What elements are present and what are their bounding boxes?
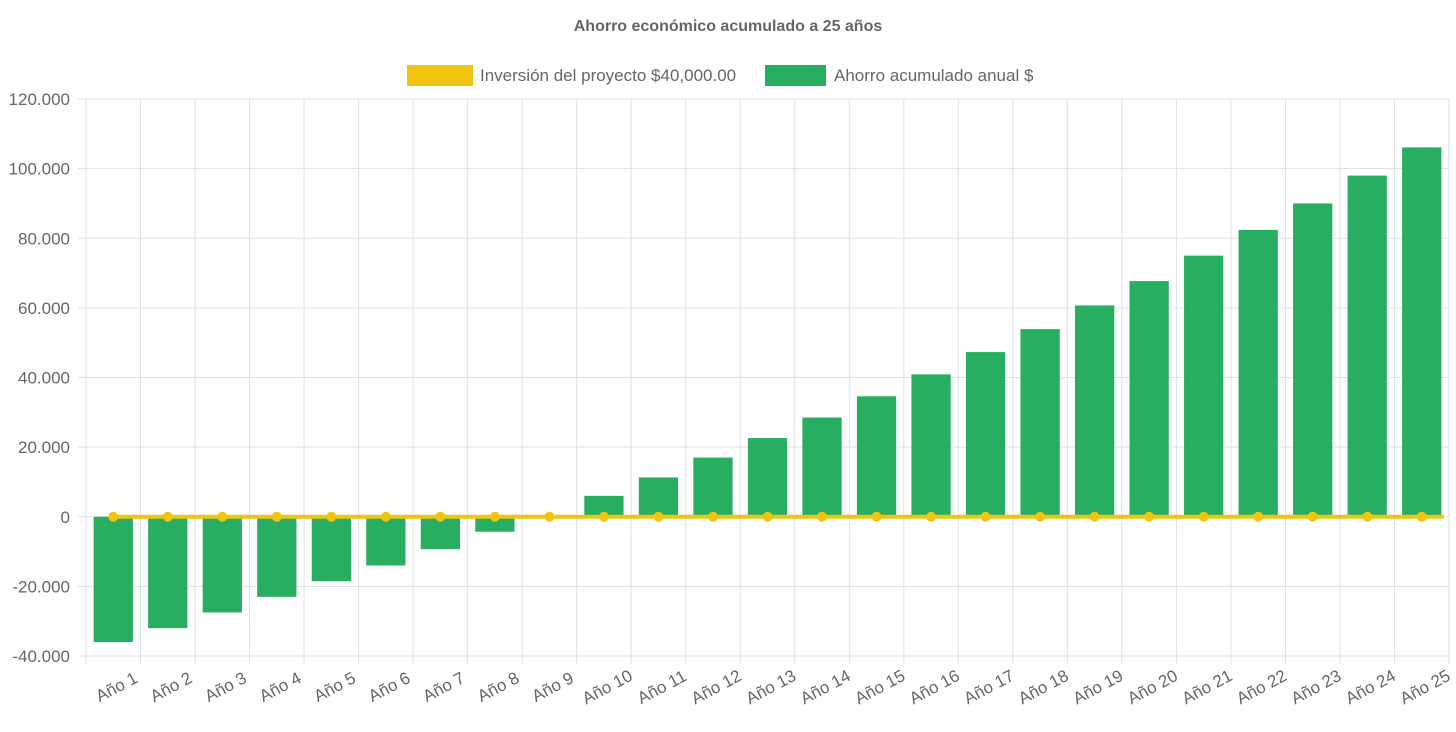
investment-point[interactable] (1416, 511, 1427, 522)
legend-swatch-investment[interactable] (407, 65, 473, 86)
investment-point[interactable] (271, 511, 282, 522)
investment-point[interactable] (435, 511, 446, 522)
bar[interactable] (311, 516, 351, 582)
investment-point[interactable] (544, 511, 555, 522)
y-tick-label: 0 (61, 508, 70, 527)
bar[interactable] (1020, 329, 1060, 517)
y-tick-label: 60.000 (18, 299, 70, 318)
bar[interactable] (802, 417, 842, 517)
bar[interactable] (1238, 229, 1278, 517)
x-tick-label: Año 4 (256, 668, 304, 706)
legend-label-savings[interactable]: Ahorro acumulado anual $ (834, 66, 1034, 85)
bar[interactable] (584, 495, 624, 517)
bar[interactable] (420, 516, 461, 550)
x-tick-label: Año 11 (634, 666, 689, 707)
y-tick-label: 80.000 (18, 229, 70, 248)
investment-point[interactable] (326, 511, 337, 522)
legend-label-investment[interactable]: Inversión del proyecto $40,000.00 (480, 66, 736, 85)
y-tick-label: 100.000 (9, 160, 70, 179)
x-tick-label: Año 1 (93, 668, 141, 706)
investment-point[interactable] (1198, 511, 1209, 522)
x-tick-label: Año 9 (529, 668, 577, 706)
investment-point[interactable] (1144, 511, 1155, 522)
bar[interactable] (1184, 255, 1224, 517)
x-tick-label: Año 2 (147, 668, 195, 706)
x-tick-label: Año 19 (1070, 666, 1127, 708)
investment-point[interactable] (762, 511, 773, 522)
x-tick-label: Año 24 (1342, 666, 1399, 708)
bar[interactable] (1129, 281, 1169, 517)
bar[interactable] (638, 477, 679, 517)
investment-point[interactable] (598, 511, 609, 522)
x-tick-label: Año 6 (365, 668, 413, 706)
y-tick-label: 40.000 (18, 369, 70, 388)
bar[interactable] (693, 457, 733, 517)
x-tick-label: Año 14 (797, 666, 854, 708)
bar[interactable] (965, 352, 1006, 517)
investment-point[interactable] (1362, 511, 1373, 522)
x-tick-label: Año 21 (1179, 666, 1236, 708)
investment-point[interactable] (1089, 511, 1100, 522)
x-tick-label: Año 16 (906, 666, 963, 708)
bar[interactable] (93, 516, 133, 643)
y-tick-label: -20.000 (12, 577, 70, 596)
investment-point[interactable] (1035, 511, 1046, 522)
investment-point[interactable] (871, 511, 882, 522)
investment-point[interactable] (926, 511, 937, 522)
chart-title: Ahorro económico acumulado a 25 años (574, 18, 883, 35)
bar[interactable] (1074, 305, 1115, 517)
bar[interactable] (1402, 147, 1442, 517)
bar[interactable] (475, 516, 515, 532)
investment-point[interactable] (707, 511, 718, 522)
bar[interactable] (366, 516, 406, 566)
x-tick-label: Año 18 (1015, 666, 1072, 708)
investment-point[interactable] (108, 511, 119, 522)
y-tick-label: -40.000 (12, 647, 70, 666)
y-tick-label: 20.000 (18, 438, 70, 457)
bar[interactable] (911, 374, 951, 517)
x-tick-label: Año 7 (420, 668, 468, 706)
bar[interactable] (1347, 175, 1387, 517)
investment-point[interactable] (817, 511, 828, 522)
bar[interactable] (257, 516, 297, 597)
investment-point[interactable] (1307, 511, 1318, 522)
x-tick-label: Año 12 (688, 666, 745, 708)
bar[interactable] (148, 516, 188, 629)
x-tick-label: Año 3 (202, 668, 250, 706)
x-tick-label: Año 8 (474, 668, 522, 706)
legend-swatch-savings[interactable] (765, 65, 826, 86)
investment-point[interactable] (217, 511, 228, 522)
investment-point[interactable] (1253, 511, 1264, 522)
x-tick-label: Año 25 (1397, 666, 1454, 708)
x-tick-label: Año 23 (1288, 666, 1345, 708)
x-tick-label: Año 17 (961, 666, 1018, 708)
bar[interactable] (747, 438, 788, 517)
y-tick-label: 120.000 (9, 90, 70, 109)
x-tick-label: Año 15 (852, 666, 909, 708)
x-tick-label: Año 10 (579, 666, 636, 708)
legend: Inversión del proyecto $40,000.00 Ahorro… (407, 65, 1034, 86)
x-tick-label: Año 20 (1124, 666, 1181, 708)
bar[interactable] (202, 516, 242, 613)
investment-point[interactable] (980, 511, 991, 522)
investment-point[interactable] (653, 511, 664, 522)
bar[interactable] (1293, 203, 1333, 517)
x-tick-label: Año 5 (311, 668, 359, 706)
investment-point[interactable] (380, 511, 391, 522)
investment-point[interactable] (489, 511, 500, 522)
investment-point[interactable] (162, 511, 173, 522)
bar[interactable] (856, 396, 897, 517)
x-tick-label: Año 22 (1233, 666, 1290, 708)
x-tick-label: Año 13 (743, 666, 800, 708)
